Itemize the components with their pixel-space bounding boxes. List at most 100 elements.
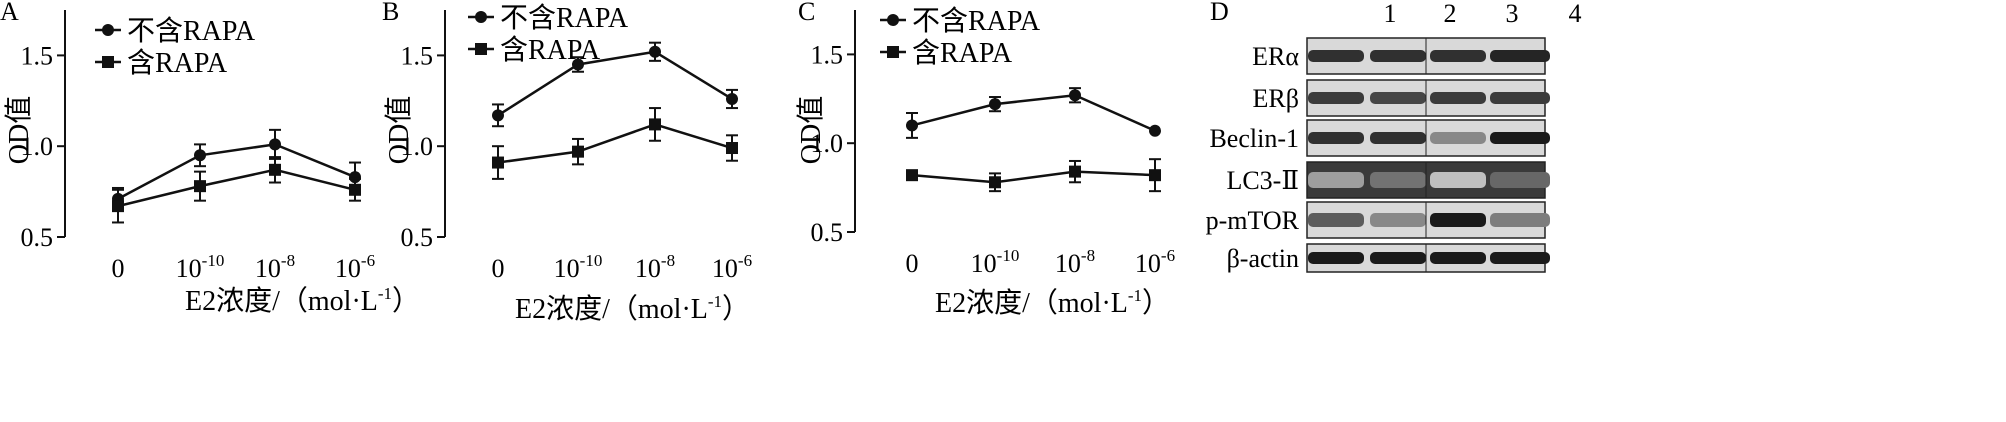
legend-label: 不含RAPA: [500, 2, 629, 34]
series-with-rapa: [906, 158, 1161, 193]
lane-number: 3: [1506, 0, 1519, 28]
data-point: [1149, 169, 1161, 182]
x-tick-label: 10-8: [635, 251, 675, 283]
data-point: [269, 163, 281, 176]
data-point: [194, 180, 206, 193]
data-point: [906, 169, 918, 182]
blot-band: [1490, 132, 1550, 144]
legend-marker: [475, 11, 487, 23]
blot-band: [1430, 50, 1486, 62]
blot-band: [1370, 213, 1426, 227]
blot-band: [1490, 252, 1550, 264]
series-line: [497, 123, 733, 164]
legend-marker: [887, 14, 899, 26]
blot-band: [1430, 92, 1486, 104]
blot-band: [1430, 252, 1486, 264]
panel-letter: B: [382, 0, 399, 26]
series-with-rapa: [492, 107, 738, 180]
blot-row: Beclin-1: [1209, 119, 1550, 157]
legend-label: 含RAPA: [127, 47, 228, 79]
x-tick-label: 10-6: [712, 251, 752, 283]
x-tick-label: 0: [492, 254, 505, 283]
x-tick-label: 10-10: [554, 251, 603, 283]
blot-band: [1370, 92, 1426, 104]
y-tick-label: 1.5: [401, 41, 434, 70]
y-tick-label: 1.0: [811, 129, 844, 158]
blot-band: [1308, 172, 1364, 188]
series-without-rapa: [906, 87, 1161, 139]
panel-letter: D: [1210, 0, 1229, 26]
data-point: [349, 183, 361, 196]
blot-row: ERβ: [1253, 79, 1550, 117]
blot-band: [1490, 50, 1550, 62]
band-label: p-mTOR: [1206, 206, 1300, 235]
data-point: [572, 145, 584, 158]
data-point: [349, 171, 361, 184]
data-point: [726, 92, 738, 105]
y-axis-label: OD值: [795, 96, 827, 164]
x-tick-label: 10-10: [971, 246, 1020, 278]
lane-number: 2: [1444, 0, 1457, 28]
y-tick-label: 1.0: [401, 132, 434, 161]
band-label: ERα: [1252, 42, 1299, 71]
y-tick-label: 0.5: [401, 223, 434, 252]
blot-band: [1490, 213, 1550, 227]
chart-panel-b: B 0.5 1.0 1.5 OD值 0 10-10 10-8 10-6 E2浓度/（mol·L-1…: [382, 0, 752, 325]
western-blot-panel: D 1 2 3 4 ERα ERβ Beclin-1 LC3-Ⅱ p-mTOR β-actin: [1206, 0, 1582, 273]
data-point: [112, 200, 124, 213]
band-label: Beclin-1: [1209, 124, 1299, 153]
y-tick-label: 0.5: [811, 218, 844, 247]
legend-marker: [887, 46, 899, 58]
y-tick-label: 1.5: [811, 40, 844, 69]
data-point: [572, 58, 584, 71]
y-tick-label: 1.0: [21, 132, 54, 161]
data-point: [194, 149, 206, 162]
legend-label: 含RAPA: [912, 37, 1013, 69]
x-tick-label: 10-6: [335, 251, 375, 283]
legend-marker: [102, 24, 114, 36]
x-tick-label: 10-8: [255, 251, 295, 283]
lane-number: 1: [1384, 0, 1397, 28]
y-tick-label: 0.5: [21, 223, 54, 252]
blot-row: p-mTOR: [1206, 201, 1550, 239]
blot-band: [1490, 92, 1550, 104]
data-point: [492, 156, 504, 169]
band-label: LC3-Ⅱ: [1226, 166, 1299, 195]
x-axis-label: E2浓度/（mol·L-1）: [185, 284, 420, 317]
lane-number: 4: [1569, 0, 1582, 28]
series-line: [911, 93, 1156, 132]
blot-band: [1430, 172, 1486, 188]
legend-label: 不含RAPA: [912, 5, 1041, 37]
data-point: [906, 119, 918, 132]
blot-band: [1430, 213, 1486, 227]
y-axis-label: OD值: [3, 96, 35, 164]
blot-band: [1308, 213, 1364, 227]
blot-row: β-actin: [1227, 243, 1550, 273]
data-point: [649, 118, 661, 131]
data-point: [989, 98, 1001, 111]
y-tick-label: 1.5: [21, 41, 54, 70]
blot-band: [1370, 252, 1426, 264]
blot-band: [1370, 50, 1426, 62]
series-line: [117, 143, 356, 200]
x-axis-label: E2浓度/（mol·L-1）: [935, 286, 1170, 319]
panel-letter: C: [798, 0, 815, 26]
chart-panel-a: A 0.5 1.0 1.5 OD值 0 10-10 10-8 10-6E2浓度/（mol·L-1…: [0, 0, 420, 317]
data-point: [989, 176, 1001, 189]
legend-label: 不含RAPA: [127, 15, 256, 47]
data-point: [1069, 165, 1081, 178]
blot-band: [1370, 132, 1426, 144]
series-line: [497, 50, 733, 117]
y-axis-label: OD值: [383, 96, 415, 164]
blot-band: [1308, 132, 1364, 144]
data-point: [492, 109, 504, 122]
band-label: β-actin: [1227, 244, 1299, 273]
legend-marker: [102, 56, 114, 68]
series-without-rapa: [492, 41, 738, 128]
data-point: [269, 138, 281, 151]
series-line: [117, 168, 356, 208]
x-tick-label: 10-8: [1055, 246, 1095, 278]
